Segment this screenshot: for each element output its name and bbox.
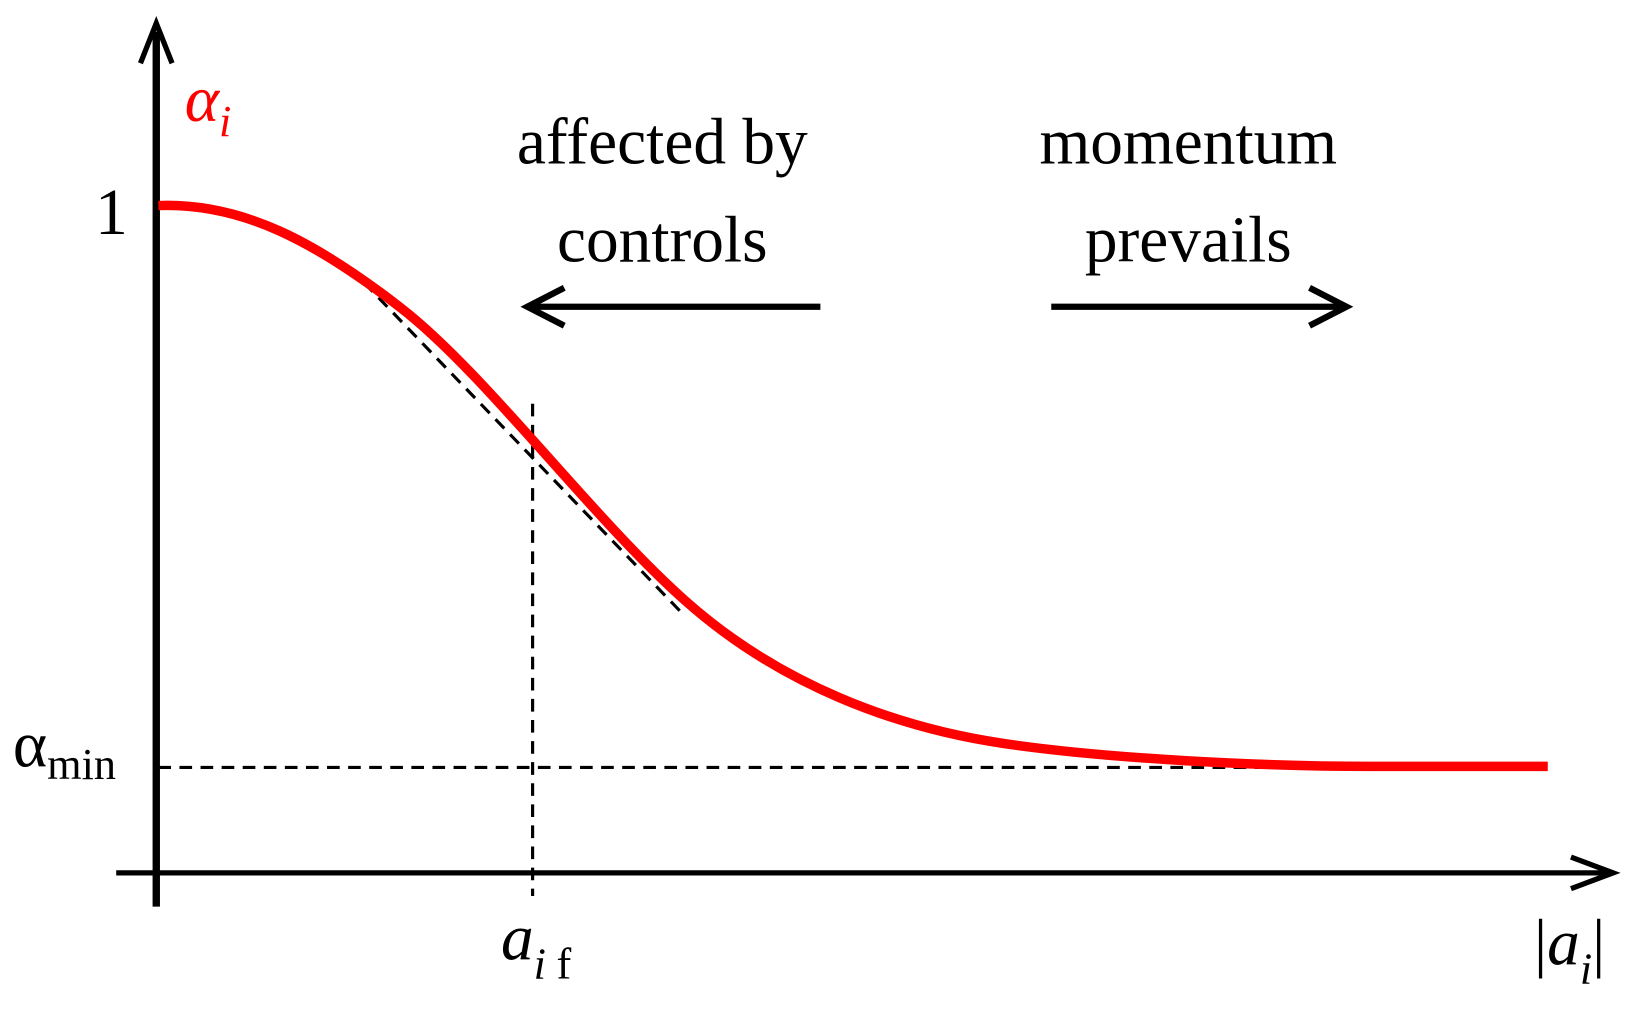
- main: a: [1547, 908, 1580, 980]
- annotation-right: momentum: [1039, 106, 1337, 178]
- x-mark-af: ai f: [501, 902, 572, 988]
- sub: i: [534, 939, 546, 988]
- sub: i: [1580, 945, 1592, 994]
- open: |: [1534, 908, 1547, 980]
- sub: i: [219, 97, 231, 146]
- suffix: f: [557, 939, 572, 988]
- y-axis-label: αi: [185, 64, 232, 146]
- main: α: [13, 709, 47, 781]
- main: a: [501, 902, 534, 974]
- annotation-right: prevails: [1085, 204, 1292, 276]
- y-mark-one: 1: [95, 177, 128, 249]
- main: α: [185, 64, 221, 136]
- y-axis-arrow: [138, 16, 175, 65]
- annotation-left: affected by: [517, 106, 808, 178]
- x-axis-label: |ai|: [1534, 908, 1605, 994]
- sub: min: [47, 740, 116, 789]
- right-arrow-head: [1308, 284, 1354, 329]
- left-arrow-head: [520, 284, 566, 329]
- alpha-curve: [158, 200, 1548, 772]
- y-mark-alpha-min: αmin: [13, 709, 116, 789]
- x-axis-arrow: [1570, 854, 1621, 892]
- annotation-left: controls: [557, 204, 768, 276]
- tangent: [362, 281, 687, 618]
- close: |: [1592, 908, 1605, 980]
